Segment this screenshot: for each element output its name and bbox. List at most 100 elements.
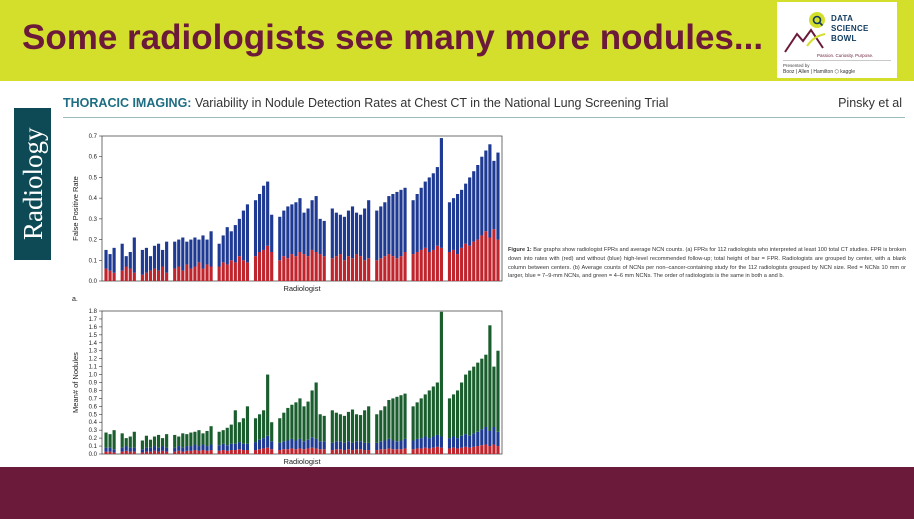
bar-segment-blue — [427, 438, 431, 449]
bar-segment-blue — [375, 442, 379, 451]
bar-segment-blue — [395, 441, 399, 450]
bar-segment-red — [140, 274, 144, 281]
bar-segment-green — [391, 398, 395, 441]
bar-segment-blue — [359, 441, 363, 450]
y-tick-label: 0.5 — [89, 412, 98, 418]
bar-segment-blue — [391, 194, 395, 257]
bar-segment-blue — [189, 446, 193, 451]
bar-segment-blue — [488, 430, 492, 447]
y-tick-label: 1.7 — [89, 317, 98, 323]
bar-segment-red — [257, 252, 262, 281]
bar-segment-red — [318, 449, 322, 454]
bar-segment-blue — [205, 446, 209, 451]
bar-segment-blue — [399, 189, 403, 257]
bar-segment-blue — [423, 181, 427, 248]
y-tick-label: 0.4 — [89, 196, 98, 202]
bar-segment-red — [395, 258, 399, 281]
bar-segment-blue — [237, 442, 241, 450]
bar-segment-green — [128, 436, 132, 448]
bar-segment-red — [427, 448, 431, 454]
bar-segment-red — [346, 256, 351, 281]
bar-segment-green — [492, 366, 496, 427]
bar-segment-blue — [439, 436, 443, 448]
bar-segment-blue — [112, 247, 116, 273]
bar-segment-blue — [415, 194, 419, 252]
bar-segment-red — [209, 450, 213, 454]
logo-line-3: BOWL — [831, 34, 857, 43]
bar-segment-red — [399, 449, 403, 454]
bar-segment-red — [460, 447, 464, 454]
bar-segment-red — [464, 243, 468, 281]
bar-segment-red — [209, 266, 213, 281]
bar-segment-green — [363, 410, 367, 443]
bar-segment-green — [439, 311, 443, 437]
bar-segment-red — [286, 449, 290, 454]
bar-segment-red — [354, 254, 359, 281]
bar-segment-blue — [484, 426, 488, 445]
bar-segment-red — [451, 249, 456, 281]
bar-segment-blue — [104, 447, 108, 452]
bar-segment-blue — [241, 210, 245, 261]
bar-segment-red — [161, 266, 165, 281]
bar-segment-blue — [354, 212, 359, 255]
y-tick-label: 1.5 — [89, 333, 98, 339]
bar-segment-blue — [217, 445, 221, 451]
bar-segment-red — [237, 256, 241, 281]
bar-segment-red — [322, 256, 326, 281]
bar-segment-blue — [290, 204, 294, 255]
bar-segment-red — [266, 245, 270, 281]
bar-segment-blue — [439, 138, 443, 248]
bar-segment-red — [435, 446, 439, 454]
bar-segment-green — [294, 402, 298, 441]
bar-segment-red — [427, 252, 431, 281]
bar-segment-blue — [322, 441, 326, 450]
bar-segment-green — [451, 394, 456, 437]
bar-segment-blue — [262, 185, 266, 250]
bar-segment-green — [431, 386, 435, 437]
bar-segment-blue — [177, 446, 181, 451]
bar-segment-red — [144, 451, 149, 454]
bar-segment-red — [161, 450, 165, 454]
bar-segment-red — [233, 450, 237, 454]
bar-segment-red — [476, 239, 480, 281]
bar-segment-red — [177, 450, 181, 454]
bar-segment-red — [286, 258, 290, 281]
bar-segment-blue — [217, 243, 221, 267]
bar-segment-blue — [338, 441, 342, 450]
mean-nodules-bar-chart: 0.0 0.1 0.2 0.3 0.4 0.5 0.6 0.7 0.80.9 1.0 1.1 1.2 1… — [71, 309, 503, 466]
bar-segment-green — [237, 422, 241, 443]
bar-segment-blue — [185, 446, 189, 451]
bar-segment-red — [193, 266, 197, 281]
bar-segment-green — [104, 432, 108, 448]
bar-segment-blue — [120, 243, 124, 271]
bar-segment-blue — [229, 231, 233, 261]
bar-segment-blue — [148, 256, 153, 271]
bar-segment-red — [262, 448, 266, 454]
bar-segment-green — [314, 382, 318, 439]
bar-segment-green — [298, 398, 302, 439]
bar-segment-red — [455, 254, 460, 281]
bar-segment-green — [350, 409, 355, 443]
bar-segment-blue — [225, 227, 229, 265]
bar-segment-red — [363, 260, 367, 281]
bar-segment-red — [435, 245, 439, 281]
bar-segment-blue — [233, 225, 237, 263]
y-tick-label: 1.6 — [89, 325, 98, 331]
bar-segment-blue — [314, 438, 318, 449]
bar-segment-red — [379, 258, 383, 281]
bar-segment-blue — [367, 442, 371, 451]
bar-segment-red — [367, 258, 371, 281]
bar-segment-red — [330, 450, 334, 454]
bar-segment-green — [411, 406, 415, 441]
bar-segment-red — [221, 262, 225, 281]
panel-a-label: a. — [72, 296, 78, 303]
bar-segment-blue — [193, 444, 197, 451]
y-tick-label: 0.0 — [89, 279, 98, 285]
bar-segment-green — [472, 366, 476, 434]
bar-segment-blue — [379, 206, 383, 259]
bar-segment-blue — [270, 214, 274, 252]
bar-segment-red — [245, 262, 250, 281]
bar-segment-blue — [455, 194, 460, 255]
bar-segment-red — [338, 449, 342, 454]
y-tick-label: 0.8 — [89, 388, 98, 394]
